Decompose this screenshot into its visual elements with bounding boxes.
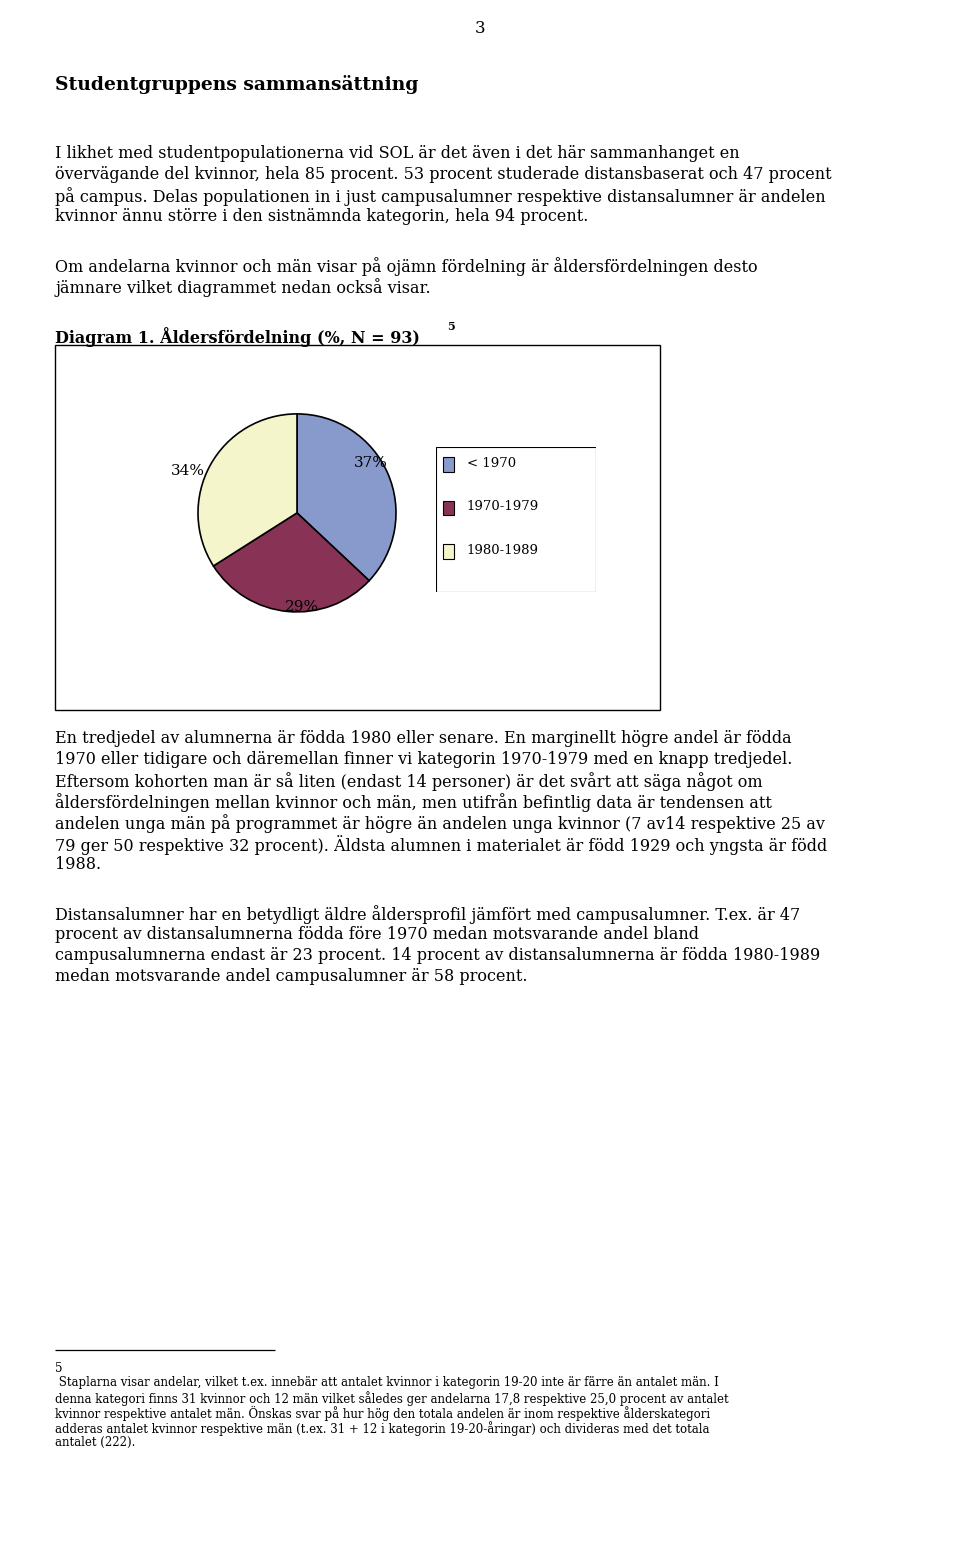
Text: adderas antalet kvinnor respektive män (t.ex. 31 + 12 i kategorin 19-20-åringar): adderas antalet kvinnor respektive män (…	[55, 1421, 709, 1435]
Text: 1970-1979: 1970-1979	[467, 501, 539, 513]
Text: kvinnor respektive antalet män. Önskas svar på hur hög den totala andelen är ino: kvinnor respektive antalet män. Önskas s…	[55, 1406, 710, 1421]
Text: Eftersom kohorten man är så liten (endast 14 personer) är det svårt att säga någ: Eftersom kohorten man är så liten (endas…	[55, 772, 762, 791]
Text: En tredjedel av alumnerna är födda 1980 eller senare. En marginellt högre andel : En tredjedel av alumnerna är födda 1980 …	[55, 729, 792, 746]
Text: 34%: 34%	[171, 465, 205, 479]
Text: 79 ger 50 respektive 32 procent). Äldsta alumnen i materialet är född 1929 och y: 79 ger 50 respektive 32 procent). Äldsta…	[55, 834, 828, 854]
Text: andelen unga män på programmet är högre än andelen unga kvinnor (7 av14 respekti: andelen unga män på programmet är högre …	[55, 814, 825, 833]
Bar	[55, 345, 660, 711]
Text: 5: 5	[55, 1363, 62, 1375]
Text: på campus. Delas populationen in i just campusalumner respektive distansalumner : på campus. Delas populationen in i just …	[55, 187, 826, 205]
Text: Studentgruppens sammansättning: Studentgruppens sammansättning	[55, 76, 419, 94]
Text: Diagram 1. Åldersfördelning (%, N = 93): Diagram 1. Åldersfördelning (%, N = 93)	[55, 328, 420, 348]
Text: Staplarna visar andelar, vilket t.ex. innebär att antalet kvinnor i kategorin 19: Staplarna visar andelar, vilket t.ex. in…	[55, 1377, 719, 1389]
Wedge shape	[198, 414, 297, 565]
Wedge shape	[297, 414, 396, 581]
Text: Om andelarna kvinnor och män visar på ojämn fördelning är åldersfördelningen des: Om andelarna kvinnor och män visar på oj…	[55, 256, 757, 277]
Bar	[443, 544, 454, 559]
Text: 5: 5	[447, 321, 455, 332]
Text: 3: 3	[474, 20, 486, 37]
Text: antalet (222).: antalet (222).	[55, 1435, 135, 1449]
Text: 1980-1989: 1980-1989	[467, 544, 539, 556]
Bar	[443, 457, 454, 471]
Text: procent av distansalumnerna födda före 1970 medan motsvarande andel bland: procent av distansalumnerna födda före 1…	[55, 925, 699, 942]
Text: 37%: 37%	[354, 456, 388, 470]
Text: < 1970: < 1970	[467, 457, 516, 470]
Text: 1970 eller tidigare och däremellan finner vi kategorin 1970-1979 med en knapp tr: 1970 eller tidigare och däremellan finne…	[55, 751, 792, 768]
Text: kvinnor ännu större i den sistnämnda kategorin, hela 94 procent.: kvinnor ännu större i den sistnämnda kat…	[55, 209, 588, 226]
Text: denna kategori finns 31 kvinnor och 12 män vilket således ger andelarna 17,8 res: denna kategori finns 31 kvinnor och 12 m…	[55, 1390, 729, 1406]
Text: I likhet med studentpopulationerna vid SOL är det även i det här sammanhanget en: I likhet med studentpopulationerna vid S…	[55, 145, 739, 162]
Text: Distansalumner har en betydligt äldre åldersprofil jämfört med campusalumner. T.: Distansalumner har en betydligt äldre ål…	[55, 905, 801, 924]
Text: 1988.: 1988.	[55, 856, 101, 873]
Text: campusalumnerna endast är 23 procent. 14 procent av distansalumnerna är födda 19: campusalumnerna endast är 23 procent. 14…	[55, 947, 820, 964]
Wedge shape	[213, 513, 370, 612]
Text: åldersfördelningen mellan kvinnor och män, men utifrån befintlig data är tendens: åldersfördelningen mellan kvinnor och mä…	[55, 793, 772, 813]
Bar	[443, 501, 454, 516]
Text: jämnare vilket diagrammet nedan också visar.: jämnare vilket diagrammet nedan också vi…	[55, 278, 431, 297]
Text: 29%: 29%	[285, 599, 319, 613]
Text: övervägande del kvinnor, hela 85 procent. 53 procent studerade distansbaserat oc: övervägande del kvinnor, hela 85 procent…	[55, 165, 831, 182]
Text: medan motsvarande andel campusalumner är 58 procent.: medan motsvarande andel campusalumner är…	[55, 969, 527, 986]
